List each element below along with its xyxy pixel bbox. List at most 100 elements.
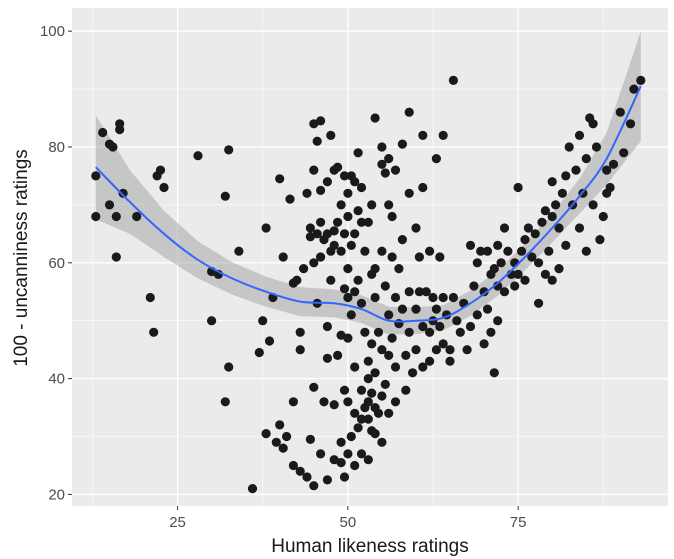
data-point: [394, 264, 404, 274]
data-point: [329, 455, 339, 465]
data-point: [377, 437, 387, 447]
data-point: [367, 388, 377, 398]
data-point: [312, 229, 322, 239]
data-point: [343, 449, 353, 459]
data-point: [356, 414, 367, 424]
data-point: [285, 194, 295, 204]
data-point: [111, 252, 121, 262]
data-point: [414, 252, 424, 262]
data-point: [629, 84, 639, 94]
data-point: [316, 116, 326, 126]
data-point: [377, 142, 387, 152]
data-point: [346, 310, 356, 320]
data-point: [333, 217, 343, 227]
data-point: [309, 165, 319, 175]
data-point: [309, 481, 319, 491]
data-point: [278, 252, 288, 262]
data-point: [414, 287, 424, 297]
data-point: [360, 246, 370, 256]
data-point: [363, 455, 373, 465]
data-point: [387, 333, 397, 343]
data-point: [418, 321, 428, 332]
loess-fit-line: [95, 85, 642, 323]
data-point: [438, 292, 448, 303]
data-point: [350, 177, 360, 187]
data-point: [561, 171, 571, 181]
data-point: [448, 292, 458, 303]
data-point: [394, 319, 404, 329]
data-point: [380, 281, 390, 291]
data-point: [435, 321, 445, 332]
data-point: [401, 385, 411, 395]
data-point: [482, 246, 493, 256]
data-point: [339, 284, 350, 294]
data-point: [377, 345, 387, 355]
data-point: [547, 177, 557, 187]
data-point: [370, 113, 380, 123]
x-tick-label: 50: [340, 514, 357, 531]
data-point: [455, 327, 465, 337]
data-point: [309, 258, 319, 268]
data-point: [316, 252, 326, 262]
data-point: [448, 75, 458, 85]
data-point: [547, 211, 557, 222]
data-point: [595, 235, 605, 245]
data-point: [261, 223, 271, 233]
data-point: [288, 460, 298, 471]
data-point: [493, 281, 503, 291]
data-point: [322, 353, 332, 363]
data-point: [363, 374, 373, 384]
data-point: [608, 159, 619, 169]
data-point: [247, 484, 258, 494]
data-point: [496, 258, 506, 268]
data-point: [234, 246, 244, 256]
data-point: [380, 379, 390, 389]
data-point: [322, 475, 332, 485]
data-point: [547, 275, 557, 285]
data-point: [390, 292, 401, 303]
data-point: [356, 449, 367, 459]
data-point: [343, 264, 353, 274]
data-point: [431, 154, 441, 164]
data-point: [104, 200, 115, 210]
data-point: [370, 368, 380, 378]
data-point: [561, 240, 571, 250]
data-point: [387, 211, 397, 222]
data-point: [322, 177, 332, 187]
data-point: [343, 333, 353, 343]
data-point: [438, 130, 448, 140]
data-point: [554, 223, 564, 233]
data-point: [534, 258, 544, 268]
data-point: [377, 159, 387, 169]
data-point: [111, 211, 121, 222]
data-point: [373, 327, 384, 337]
data-point: [513, 182, 523, 193]
data-point: [384, 154, 394, 164]
data-point: [363, 217, 373, 227]
data-point: [445, 345, 455, 355]
y-tick-label: 100: [40, 23, 65, 40]
data-point: [384, 200, 394, 210]
data-point: [554, 264, 564, 274]
data-point: [431, 345, 441, 355]
data-point: [421, 287, 431, 297]
data-point: [377, 391, 387, 401]
data-point: [445, 356, 455, 366]
data-point: [462, 345, 472, 355]
data-point: [523, 223, 534, 233]
data-point: [404, 188, 414, 198]
data-point: [278, 443, 288, 453]
data-point: [527, 252, 537, 262]
data-point: [520, 275, 530, 285]
data-point: [350, 408, 360, 418]
data-point: [319, 397, 329, 407]
data-point: [425, 356, 435, 366]
data-point: [479, 287, 489, 297]
data-point: [115, 125, 125, 135]
data-point: [404, 107, 414, 117]
data-point: [329, 240, 339, 250]
data-point: [418, 362, 428, 372]
data-point: [411, 345, 421, 355]
data-point: [625, 119, 636, 129]
data-point: [207, 316, 217, 326]
